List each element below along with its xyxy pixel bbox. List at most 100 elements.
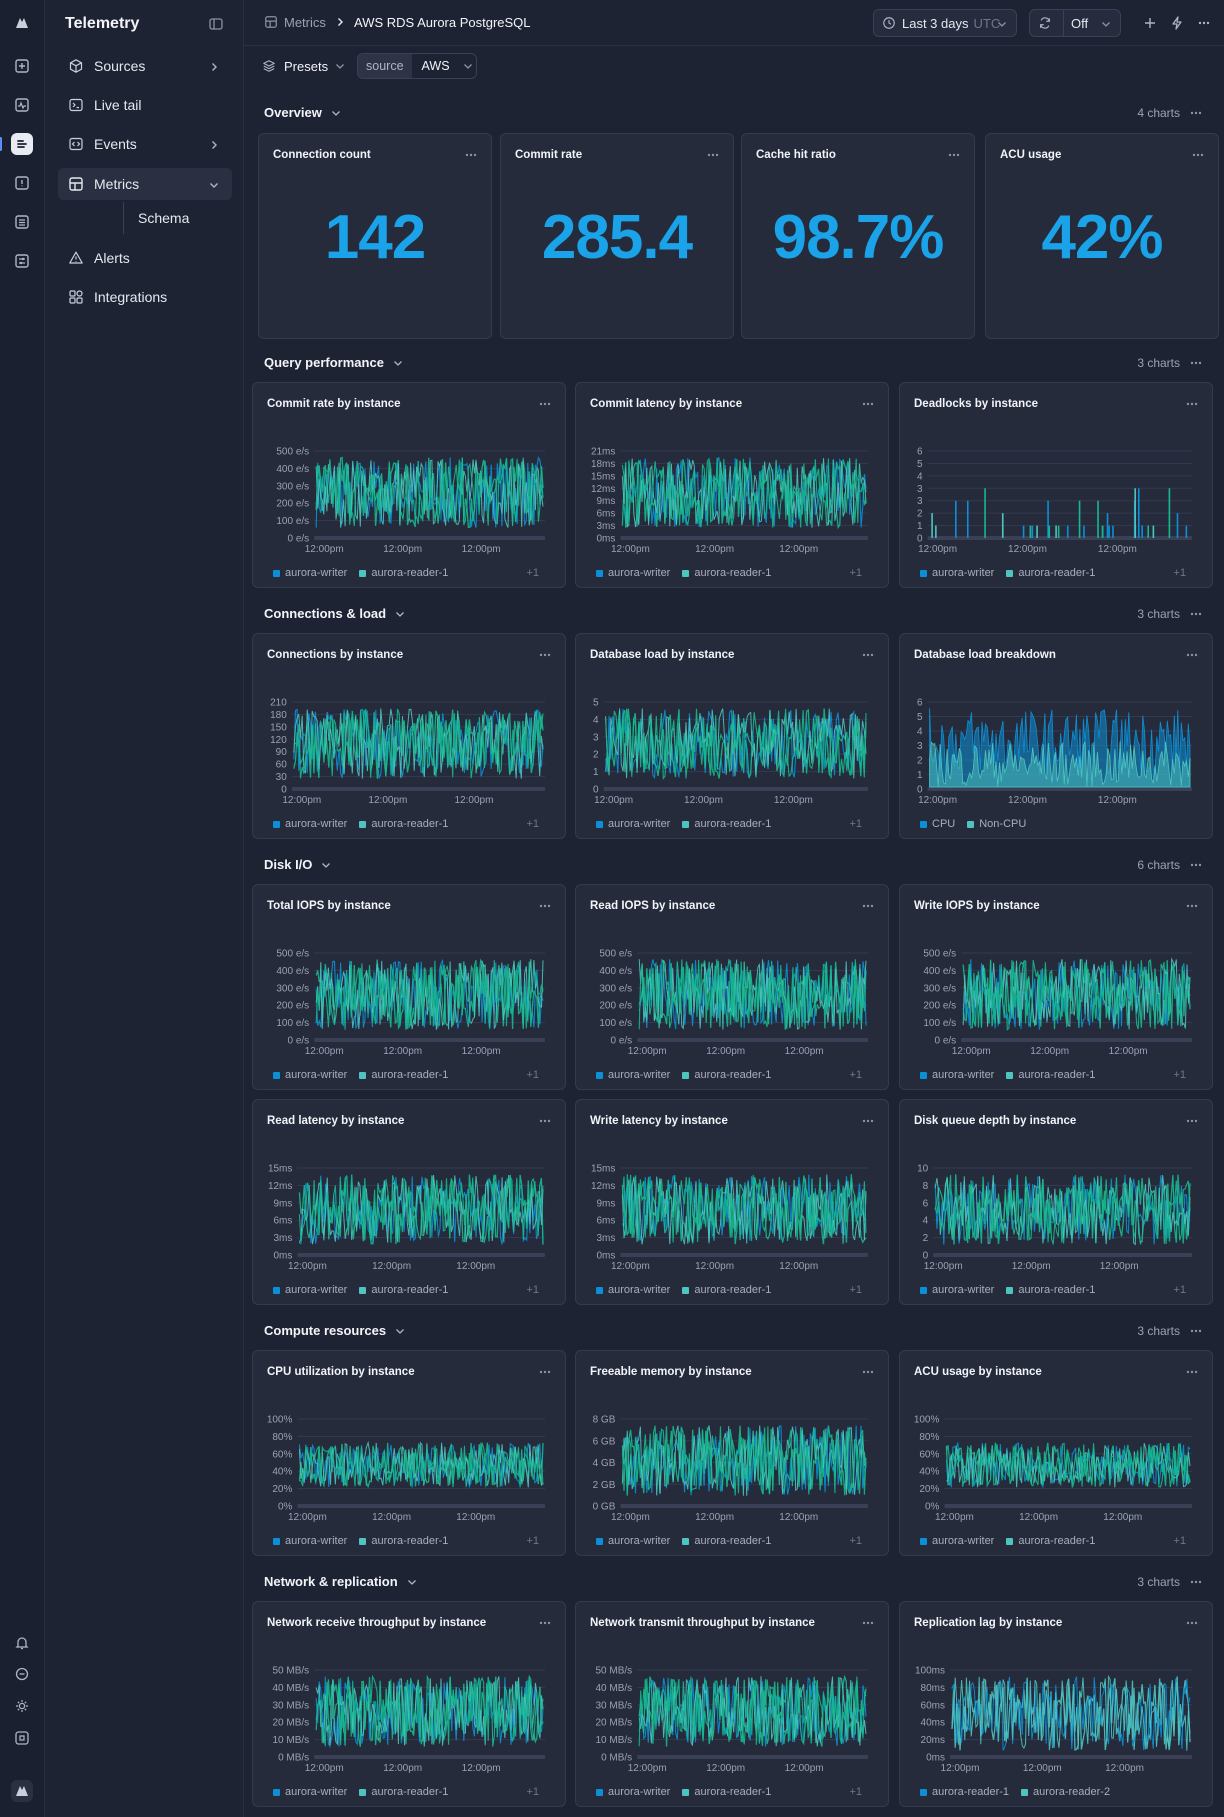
legend-item[interactable]: aurora-reader-1 <box>359 1069 448 1081</box>
source-filter[interactable]: source AWS <box>357 53 477 79</box>
legend-more-count[interactable]: +1 <box>1173 1069 1186 1081</box>
more-horizontal-icon[interactable] <box>539 1370 551 1374</box>
more-horizontal-icon[interactable] <box>539 402 551 406</box>
section-header-query-performance[interactable]: Query performance <box>264 355 404 370</box>
legend-item[interactable]: aurora-writer <box>273 1069 347 1081</box>
time-range-picker[interactable]: Last 3 days UTC <box>873 9 1017 37</box>
chart-plot[interactable]: 500 e/s 400 e/s 300 e/s 200 e/s 100 e/s 0 e/s… <box>900 885 1214 1091</box>
more-horizontal-icon[interactable] <box>1190 1329 1202 1333</box>
refresh-icon[interactable] <box>1038 16 1052 30</box>
legend-item[interactable]: aurora-reader-2 <box>1021 1786 1110 1798</box>
more-horizontal-icon[interactable] <box>1186 904 1198 908</box>
more-horizontal-icon[interactable] <box>862 1370 874 1374</box>
legend-item[interactable]: aurora-writer <box>920 1069 994 1081</box>
more-horizontal-icon[interactable] <box>539 1119 551 1123</box>
sidebar-collapse-icon[interactable] <box>208 16 224 32</box>
legend-item[interactable]: aurora-writer <box>273 1284 347 1296</box>
sidebar-subitem-schema[interactable]: Schema <box>138 210 190 226</box>
legend-item[interactable]: aurora-writer <box>596 1284 670 1296</box>
legend-item[interactable]: aurora-reader-1 <box>359 1284 448 1296</box>
more-horizontal-icon[interactable] <box>1186 1370 1198 1374</box>
legend-item[interactable]: aurora-reader-1 <box>682 1535 771 1547</box>
logo-icon[interactable] <box>11 12 33 34</box>
chart-plot[interactable]: 100%80%60%40%20%0%12:00pm 12:00pm 12:00pm <box>900 1351 1214 1557</box>
section-header-overview[interactable]: Overview <box>264 105 342 120</box>
legend-more-count[interactable]: +1 <box>526 567 539 579</box>
legend-item[interactable]: Non-CPU <box>967 818 1026 830</box>
more-horizontal-icon[interactable] <box>862 1621 874 1625</box>
legend-item[interactable]: aurora-writer <box>596 818 670 830</box>
legend-item[interactable]: aurora-reader-1 <box>682 1786 771 1798</box>
legend-item[interactable]: aurora-reader-1 <box>359 1535 448 1547</box>
more-horizontal-icon[interactable] <box>539 1621 551 1625</box>
more-horizontal-icon[interactable] <box>862 904 874 908</box>
more-horizontal-icon[interactable] <box>539 653 551 657</box>
legend-item[interactable]: aurora-reader-1 <box>1006 567 1095 579</box>
refresh-control[interactable]: Off <box>1029 9 1121 37</box>
sidebar-item-integrations[interactable]: Integrations <box>58 281 232 313</box>
legend-item[interactable]: CPU <box>920 818 955 830</box>
legend-more-count[interactable]: +1 <box>849 1535 862 1547</box>
legend-item[interactable]: aurora-writer <box>273 1535 347 1547</box>
legend-item[interactable]: aurora-reader-1 <box>359 567 448 579</box>
database-icon[interactable] <box>11 211 33 233</box>
legend-more-count[interactable]: +1 <box>849 567 862 579</box>
section-header-compute-resources[interactable]: Compute resources <box>264 1323 406 1338</box>
chart-plot[interactable]: 500 e/s 400 e/s 300 e/s 200 e/s 100 e/s 0 e/s… <box>576 885 890 1091</box>
legend-item[interactable]: aurora-writer <box>920 1535 994 1547</box>
chart-plot[interactable]: 500 e/s 400 e/s 300 e/s 200 e/s 100 e/s 0 e/s… <box>253 885 567 1091</box>
legend-item[interactable]: aurora-reader-1 <box>682 1284 771 1296</box>
more-horizontal-icon[interactable] <box>1190 612 1202 616</box>
legend-item[interactable]: aurora-writer <box>273 818 347 830</box>
sidebar-item-events[interactable]: Events <box>58 128 232 160</box>
legend-more-count[interactable]: +1 <box>526 1535 539 1547</box>
more-horizontal-icon[interactable] <box>948 153 960 157</box>
more-horizontal-icon[interactable] <box>862 1119 874 1123</box>
legend-item[interactable]: aurora-reader-1 <box>920 1786 1009 1798</box>
more-horizontal-icon[interactable] <box>1190 361 1202 365</box>
chart-plot[interactable]: 100%80%60%40%20%0%12:00pm 12:00pm 12:00pm <box>253 1351 567 1557</box>
legend-more-count[interactable]: +1 <box>526 1284 539 1296</box>
sliders-icon[interactable] <box>11 250 33 272</box>
legend-item[interactable]: aurora-writer <box>596 1535 670 1547</box>
more-horizontal-icon[interactable] <box>862 653 874 657</box>
legend-item[interactable]: aurora-writer <box>596 1069 670 1081</box>
sidebar-item-metrics[interactable]: Metrics <box>58 168 232 200</box>
legend-item[interactable]: aurora-writer <box>920 567 994 579</box>
sidebar-item-live-tail[interactable]: Live tail <box>58 89 232 121</box>
alert-square-icon[interactable] <box>11 172 33 194</box>
legend-item[interactable]: aurora-reader-1 <box>1006 1535 1095 1547</box>
legend-item[interactable]: aurora-writer <box>273 1786 347 1798</box>
legend-more-count[interactable]: +1 <box>849 818 862 830</box>
sidebar-item-sources[interactable]: Sources <box>58 50 232 82</box>
legend-item[interactable]: aurora-reader-1 <box>1006 1284 1095 1296</box>
plus-icon[interactable] <box>1142 15 1158 31</box>
activity-icon[interactable] <box>11 94 33 116</box>
chart-plot[interactable]: 50 MB/s 40 MB/s 30 MB/s 20 MB/s 10 MB/s 0 MB/… <box>576 1602 890 1808</box>
legend-more-count[interactable]: +1 <box>526 1069 539 1081</box>
legend-item[interactable]: aurora-reader-1 <box>682 1069 771 1081</box>
sidebar-item-alerts[interactable]: Alerts <box>58 242 232 274</box>
more-horizontal-icon[interactable] <box>1186 653 1198 657</box>
legend-more-count[interactable]: +1 <box>1173 567 1186 579</box>
sun-icon[interactable] <box>11 1695 33 1717</box>
legend-item[interactable]: aurora-writer <box>273 567 347 579</box>
section-header-network-replication[interactable]: Network & replication <box>264 1574 418 1589</box>
legend-item[interactable]: aurora-reader-1 <box>1006 1069 1095 1081</box>
more-horizontal-icon[interactable] <box>862 402 874 406</box>
more-horizontal-icon[interactable] <box>707 153 719 157</box>
more-horizontal-icon[interactable] <box>1186 402 1198 406</box>
lightning-icon[interactable] <box>1169 15 1185 31</box>
more-horizontal-icon[interactable] <box>1186 1119 1198 1123</box>
presets-dropdown[interactable]: Presets <box>262 54 346 78</box>
section-header-disk-i-o[interactable]: Disk I/O <box>264 857 332 872</box>
chat-icon[interactable] <box>11 1663 33 1685</box>
section-header-connections-load[interactable]: Connections & load <box>264 606 406 621</box>
stat-card-commit-rate[interactable]: Commit rate 285.4 <box>500 133 734 339</box>
legend-item[interactable]: aurora-reader-1 <box>682 567 771 579</box>
